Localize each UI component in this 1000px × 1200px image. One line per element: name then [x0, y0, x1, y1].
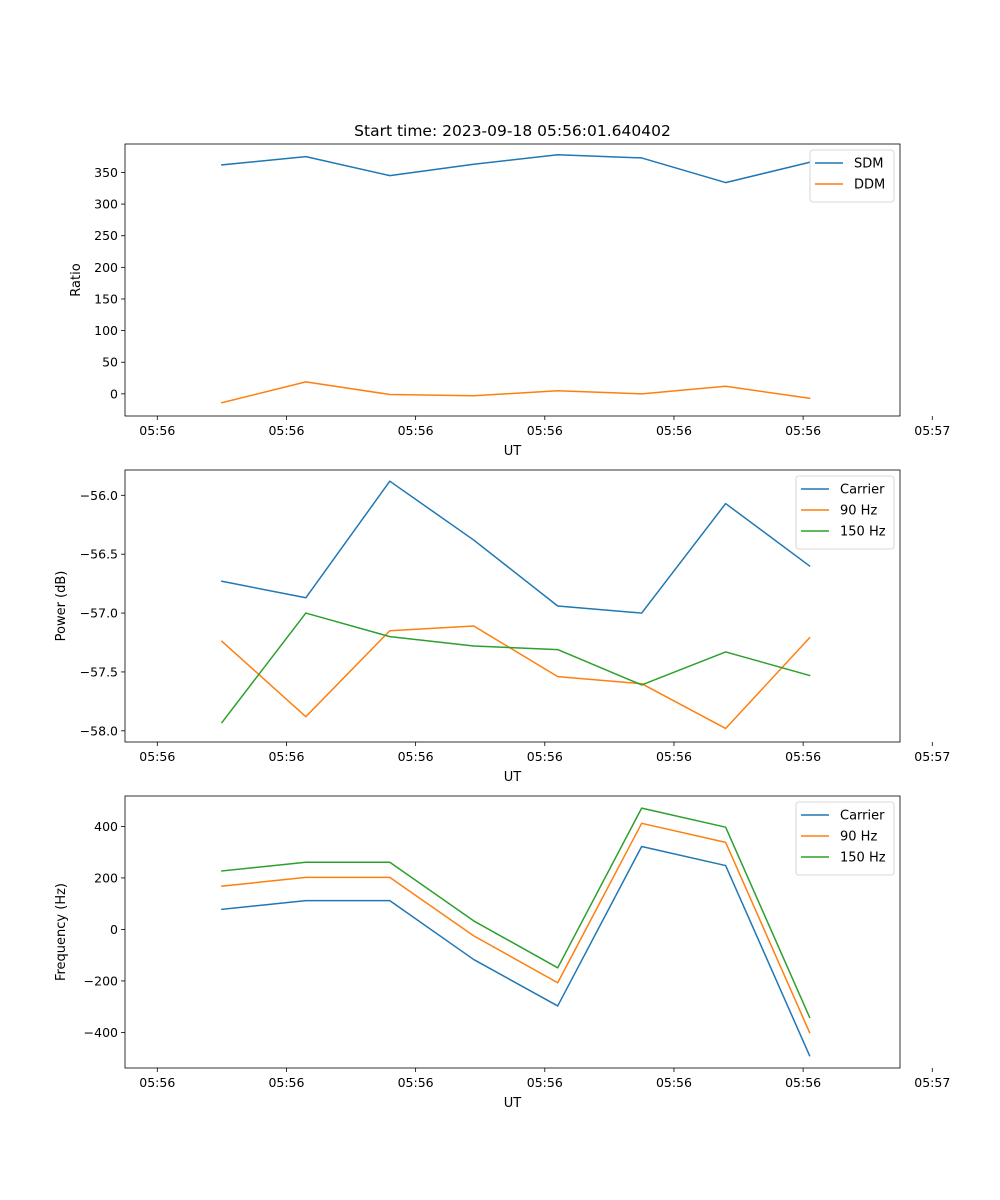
y-axis-label: Frequency (Hz) [54, 883, 69, 981]
x-tick-label: 05:56 [398, 1075, 434, 1090]
panel-2: 05:56 05:56 05:56 05:56 05:56 05:56 05:57 −58.0… [54, 469, 950, 785]
axes-frame [124, 469, 901, 743]
y-tick-label: 250 [94, 228, 118, 243]
x-axis-label: UT [504, 444, 522, 459]
legend-label: SDM [854, 157, 883, 172]
x-tick-label: 05:56 [139, 749, 175, 764]
y-tick-label: −400 [84, 1025, 118, 1040]
y-tick-label: 200 [94, 870, 118, 885]
x-tick-label: 05:56 [268, 423, 304, 438]
x-tick-label: 05:56 [398, 749, 434, 764]
y-tick-label: −57.5 [80, 664, 118, 679]
y-tick-label: 0 [110, 922, 118, 937]
x-tick-label: 05:56 [527, 423, 563, 438]
chart-title: Start time: 2023-09-18 05:56:01.640402 [354, 122, 671, 140]
panel-1: 05:56 05:56 05:56 05:56 05:56 05:56 05:57 0 50 10… [69, 143, 950, 459]
series-line-carrier [220, 480, 811, 614]
legend-label: 150 Hz [840, 851, 886, 866]
x-axis-label: UT [504, 1096, 522, 1111]
series-line-carrier [221, 845, 811, 1057]
series-line-150-hz [220, 612, 811, 724]
x-tick-label: 05:57 [914, 749, 950, 764]
x-tick-label: 05:56 [785, 749, 821, 764]
y-tick-label: 150 [94, 291, 118, 306]
y-tick-label: −58.0 [80, 723, 118, 738]
series-line-sdm [221, 154, 811, 184]
series-line-90-hz [220, 625, 811, 730]
y-tick-label: 100 [94, 323, 118, 338]
y-axis-label: Ratio [69, 263, 84, 296]
y-tick-label: −200 [84, 973, 118, 988]
x-tick-label: 05:56 [398, 423, 434, 438]
x-tick-label: 05:56 [139, 1075, 175, 1090]
series-line-ddm [220, 381, 811, 404]
axes-frame [124, 143, 901, 417]
y-tick-label: −56.5 [80, 547, 118, 562]
y-tick-label: 300 [94, 197, 118, 212]
y-tick-label: 200 [94, 260, 118, 275]
x-tick-label: 05:56 [268, 1075, 304, 1090]
y-tick-label: 0 [110, 386, 118, 401]
y-tick-label: 50 [102, 355, 118, 370]
legend-label: DDM [854, 178, 885, 193]
panel-3: 05:56 05:56 05:56 05:56 05:56 05:56 05:57 −400 −… [54, 795, 950, 1111]
legend-label: 150 Hz [840, 525, 886, 540]
x-tick-label: 05:56 [785, 423, 821, 438]
x-tick-label: 05:56 [268, 749, 304, 764]
x-tick-label: 05:56 [656, 1075, 692, 1090]
x-tick-label: 05:56 [527, 749, 563, 764]
legend: Carrier 90 Hz 150 Hz [795, 801, 895, 876]
x-tick-label: 05:56 [656, 423, 692, 438]
legend: SDM DDM [809, 149, 895, 203]
axes-frame [124, 795, 901, 1069]
x-tick-label: 05:56 [785, 1075, 821, 1090]
legend-label: 90 Hz [840, 504, 877, 519]
legend-label: 90 Hz [840, 830, 877, 845]
series-line-150-hz [221, 807, 811, 1019]
x-tick-label: 05:56 [527, 1075, 563, 1090]
series-line-90-hz [221, 822, 811, 1034]
y-axis-label: Power (dB) [54, 571, 69, 642]
x-tick-label: 05:57 [914, 423, 950, 438]
y-tick-label: −57.0 [80, 606, 118, 621]
legend-label: Carrier [840, 809, 885, 824]
x-tick-label: 05:56 [656, 749, 692, 764]
y-tick-label: 350 [94, 165, 118, 180]
legend: Carrier 90 Hz 150 Hz [795, 475, 895, 550]
y-tick-label: 400 [94, 819, 118, 834]
y-tick-label: −56.0 [80, 488, 118, 503]
legend-label: Carrier [840, 483, 885, 498]
x-tick-label: 05:56 [139, 423, 175, 438]
x-tick-label: 05:57 [914, 1075, 950, 1090]
x-axis-label: UT [504, 770, 522, 785]
